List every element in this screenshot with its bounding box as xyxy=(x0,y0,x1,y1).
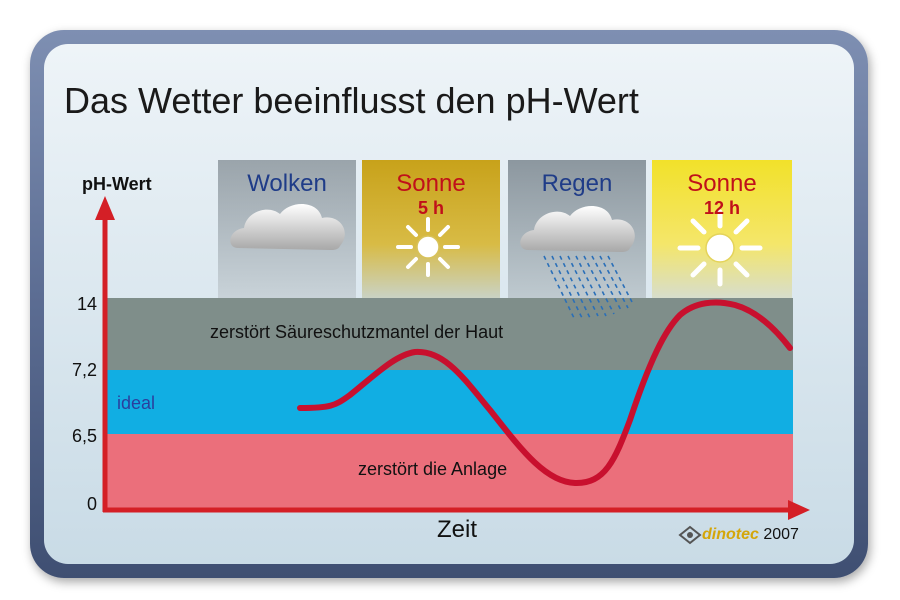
y-tick-7-2: 7,2 xyxy=(71,360,97,380)
page-title: Das Wetter beeinflusst den pH-Wert xyxy=(64,80,639,121)
y-tick-14: 14 xyxy=(76,294,97,314)
brand-logo-icon xyxy=(678,525,702,545)
weather-hours-12h: 12 h xyxy=(703,198,741,218)
zone-too-low xyxy=(105,434,793,510)
brand-name: dinotec xyxy=(702,526,759,543)
brand-year: 2007 xyxy=(763,526,799,543)
zone-label-too-high: zerstört Säureschutzmantel der Haut xyxy=(210,322,504,342)
ph-curve xyxy=(297,299,793,487)
zone-label-too-low: zerstört die Anlage xyxy=(358,459,508,479)
weather-label-wolken: Wolken xyxy=(247,170,327,197)
zone-ideal xyxy=(105,370,793,434)
sun-icon-large xyxy=(677,209,763,287)
weather-hours-5h: 5 h xyxy=(417,198,444,218)
x-axis-label: Zeit xyxy=(437,516,478,543)
zone-too-high xyxy=(105,298,793,370)
weather-label-sonne-2: Sonne xyxy=(687,170,757,197)
y-axis xyxy=(95,196,115,512)
zone-label-ideal: ideal xyxy=(117,393,156,413)
rain-cloud-icon xyxy=(520,205,635,319)
weather-label-regen: Regen xyxy=(541,170,613,197)
y-axis-label: pH-Wert xyxy=(82,174,152,194)
cloud-icon xyxy=(230,203,345,250)
y-tick-6-5: 6,5 xyxy=(71,426,97,446)
weather-label-sonne-1: Sonne xyxy=(396,170,466,197)
y-tick-0: 0 xyxy=(86,494,97,514)
weather-column-sonne-5h xyxy=(362,160,500,300)
x-axis xyxy=(103,500,810,520)
brand-credit: dinotec 2007 xyxy=(680,526,799,544)
sun-icon xyxy=(396,217,460,277)
